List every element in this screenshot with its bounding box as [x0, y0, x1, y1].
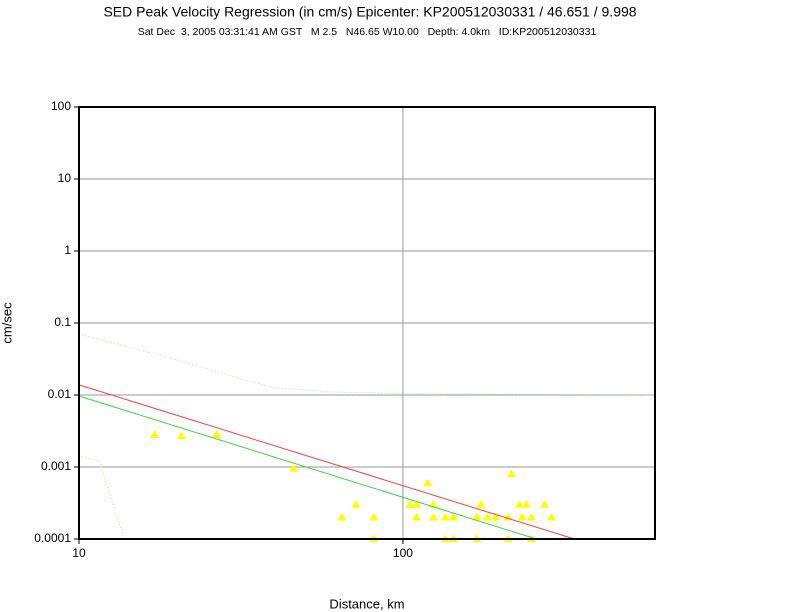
y-axis-label: cm/sec: [0, 302, 14, 344]
y-tick-label: 0.0001: [34, 531, 71, 545]
data-point: [539, 500, 549, 508]
data-point: [526, 512, 536, 521]
data-point: [428, 512, 438, 521]
regression-line: [78, 456, 125, 540]
plot-frame: [78, 106, 656, 540]
data-point: [521, 500, 531, 508]
data-point: [351, 500, 361, 508]
data-point: [482, 512, 492, 521]
data-point: [176, 431, 186, 440]
regression-line: [78, 333, 656, 396]
data-point: [476, 500, 486, 508]
x-tick-label: 100: [393, 546, 413, 560]
chart-title: SED Peak Velocity Regression (in cm/s) E…: [103, 4, 636, 20]
regression-line: [78, 395, 537, 540]
data-point: [337, 512, 347, 521]
y-tick-label: 0.001: [41, 459, 71, 473]
data-point: [546, 512, 556, 521]
data-point: [405, 500, 415, 508]
data-point: [212, 430, 222, 438]
data-point: [369, 512, 379, 521]
y-tick-label: 1: [64, 243, 71, 257]
y-tick-label: 0.01: [48, 387, 72, 401]
data-point: [506, 469, 516, 478]
data-point: [422, 478, 432, 487]
regression-line: [78, 384, 575, 540]
x-tick-label: 10: [72, 546, 86, 560]
data-point: [448, 512, 458, 521]
y-tick-label: 0.1: [54, 315, 71, 329]
data-point: [472, 512, 482, 521]
data-point: [514, 500, 524, 508]
data-point: [411, 512, 421, 521]
x-axis-label: Distance, km: [329, 596, 404, 611]
y-tick-label: 100: [51, 99, 71, 113]
data-point: [517, 512, 527, 521]
chart-subtitle: Sat Dec 3, 2005 03:31:41 AM GST M 2.5 N4…: [138, 26, 597, 38]
y-tick-label: 10: [58, 171, 72, 185]
data-point: [149, 430, 159, 438]
data-point: [289, 464, 299, 472]
data-point: [490, 512, 500, 521]
data-point: [440, 512, 450, 521]
data-point: [411, 500, 421, 508]
